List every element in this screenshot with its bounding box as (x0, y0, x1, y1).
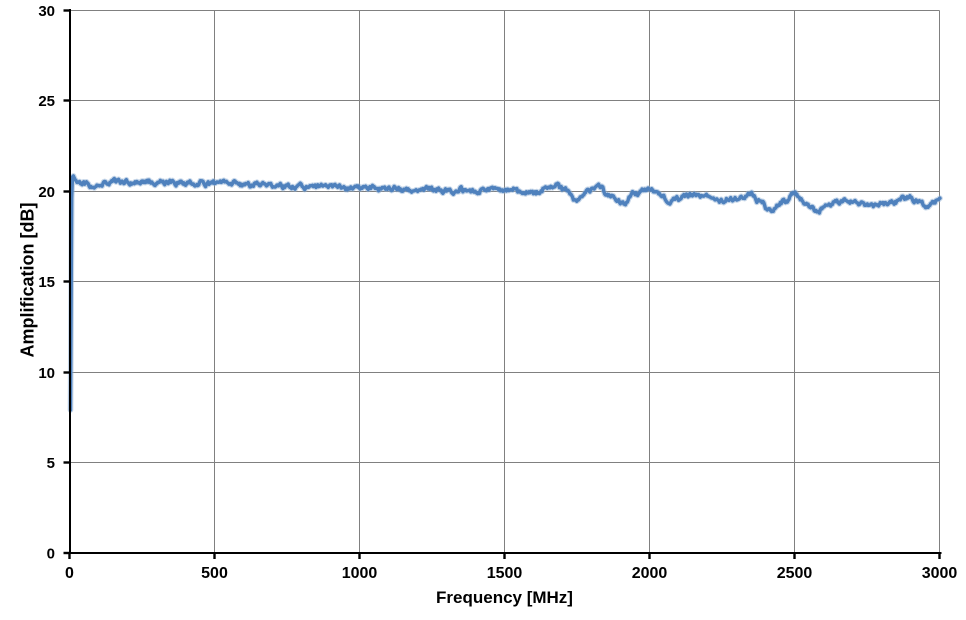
svg-text:500: 500 (201, 565, 228, 582)
svg-text:2000: 2000 (632, 565, 668, 582)
svg-text:0: 0 (47, 545, 55, 562)
svg-text:10: 10 (38, 365, 55, 382)
svg-text:20: 20 (38, 184, 55, 201)
svg-text:3000: 3000 (922, 565, 958, 582)
svg-text:Frequency [MHz]: Frequency [MHz] (436, 588, 573, 607)
svg-text:Amplification [dB]: Amplification [dB] (18, 203, 38, 358)
svg-text:15: 15 (38, 274, 55, 291)
svg-text:5: 5 (47, 455, 55, 472)
svg-text:1500: 1500 (487, 565, 523, 582)
svg-text:1000: 1000 (342, 565, 378, 582)
svg-text:30: 30 (38, 3, 55, 20)
svg-text:2500: 2500 (777, 565, 813, 582)
svg-text:0: 0 (65, 565, 74, 582)
svg-text:25: 25 (38, 93, 55, 110)
